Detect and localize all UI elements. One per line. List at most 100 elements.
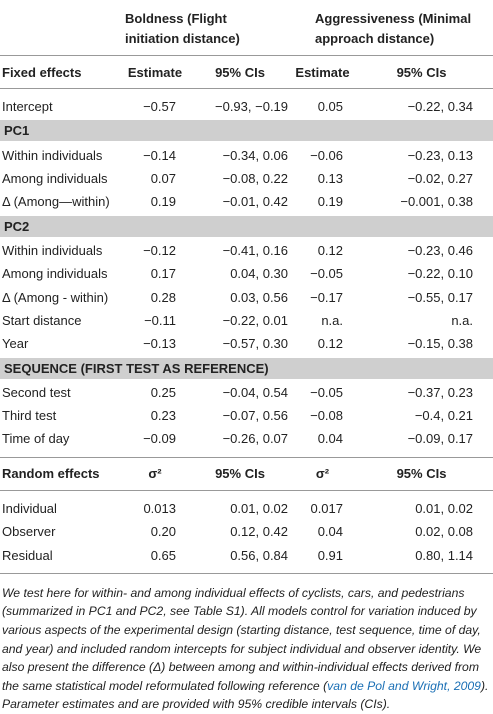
results-table: Boldness (Flight initiation distance) Ag…: [0, 0, 493, 574]
cell-value: −0.001, 0.38: [400, 194, 474, 210]
cell-value: −0.08, 0.22: [222, 170, 289, 186]
cell-value: −0.09, 0.17: [350, 427, 493, 458]
cell-value: −0.06: [310, 147, 344, 163]
group-title: Boldness (Flight initiation distance): [125, 11, 240, 46]
cell-value: 0.12: [317, 242, 344, 258]
cell-value: −0.05: [310, 266, 344, 282]
column-label: 95% CIs: [185, 456, 296, 491]
cell-value: 0.12, 0.42: [230, 524, 289, 540]
cell-value: 0.07: [150, 170, 176, 186]
column-label: 95% CIs: [185, 55, 296, 89]
column-label: Fixed effects: [0, 55, 125, 89]
data-row: Time of day −0.09 −0.26, 0.07 0.04 −0.09, 0.…: [0, 427, 493, 458]
data-row: Residual 0.65 0.56, 0.84 0.91 0.80, 1.14: [0, 543, 493, 574]
data-row: Within individuals −0.14 −0.34, 0.06 −0.06 −…: [0, 142, 493, 166]
cell-value: −0.22, 0.10: [407, 266, 474, 282]
reference-link[interactable]: van de Pol and Wright, 2009: [327, 678, 481, 693]
cell-value: n.a.: [321, 312, 344, 328]
cell-value: −0.02, 0.27: [407, 170, 474, 186]
row-label: Within individuals: [2, 242, 103, 258]
data-row: Among individuals 0.17 0.04, 0.30 −0.05 −0.2…: [0, 262, 493, 285]
data-row: Individual 0.013 0.01, 0.02 0.017 0.01, 0.02: [0, 490, 493, 520]
section-label: PC1: [0, 118, 493, 144]
cell-value: 0.65: [125, 543, 185, 574]
cell-value: 0.20: [150, 524, 176, 540]
row-label: Among individuals: [2, 266, 108, 282]
cell-value: −0.57, 0.30: [222, 336, 289, 352]
cell-value: 0.02, 0.08: [415, 524, 474, 540]
cell-value: −0.13: [143, 336, 176, 352]
row-label: Among individuals: [2, 170, 108, 186]
cell-value: 0.80, 1.14: [350, 543, 493, 574]
row-label: Third test: [2, 408, 57, 424]
cell-value: 0.17: [150, 266, 176, 282]
cell-value: 0.04, 0.30: [230, 266, 289, 282]
random-header: Random effects σ² 95% CIs σ² 95% CIs: [0, 456, 493, 491]
footnote-text: We test here for within- and among indiv…: [2, 585, 482, 693]
cell-value: −0.09: [125, 427, 185, 458]
column-label: σ²: [125, 456, 185, 491]
cell-value: −0.11: [144, 312, 176, 328]
cell-value: −0.55, 0.17: [407, 289, 474, 305]
column-label: Random effects: [0, 456, 125, 491]
data-row: Third test 0.23 −0.07, 0.56 −0.08 −0.4, 0.21: [0, 404, 493, 427]
cell-value: −0.05: [310, 384, 344, 400]
data-row: Second test 0.25 −0.04, 0.54 −0.05 −0.37, 0.…: [0, 380, 493, 404]
section-row: PC2: [0, 213, 493, 239]
footnote: We test here for within- and among indiv…: [2, 584, 491, 714]
cell-value: 0.017: [310, 500, 344, 516]
section-label: SEQUENCE (FIRST TEST AS REFERENCE): [0, 355, 493, 381]
cell-value: 0.04: [295, 427, 351, 458]
row-label: Δ (Among - within): [2, 289, 109, 305]
data-row: Intercept −0.57 −0.93, −0.19 0.05 −0.22, 0.3…: [0, 89, 493, 120]
group-header: Boldness (Flight initiation distance) Ag…: [0, 0, 493, 56]
cell-value: 0.56, 0.84: [185, 543, 296, 574]
data-row: Start distance −0.11 −0.22, 0.01 n.a. n.a.: [0, 309, 493, 332]
row-label: Intercept: [2, 99, 53, 115]
cell-value: −0.17: [310, 289, 344, 305]
cell-value: n.a.: [451, 312, 474, 328]
cell-value: −0.34, 0.06: [222, 147, 289, 163]
cell-value: −0.57: [143, 99, 176, 115]
section-row: PC1: [0, 118, 493, 144]
column-label: 95% CIs: [350, 456, 493, 491]
cell-value: −0.07, 0.56: [222, 408, 289, 424]
row-label: Individual: [2, 500, 57, 516]
cell-value: −0.15, 0.38: [407, 336, 474, 352]
cell-value: 0.01, 0.02: [415, 500, 474, 516]
data-row: Observer 0.20 0.12, 0.42 0.04 0.02, 0.08: [0, 520, 493, 543]
column-label: σ²: [295, 456, 351, 491]
data-row: Δ (Among - within) 0.28 0.03, 0.56 −0.17 −0.…: [0, 285, 493, 308]
row-label: Within individuals: [2, 147, 103, 163]
cell-value: 0.13: [317, 170, 344, 186]
column-header: Fixed effects Estimate 95% CIs Estimate 95% …: [0, 55, 493, 89]
cell-value: −0.41, 0.16: [222, 242, 289, 258]
data-row: Δ (Among—within) 0.19 −0.01, 0.42 0.19 −0.00…: [0, 190, 493, 214]
data-row: Year −0.13 −0.57, 0.30 0.12 −0.15, 0.38: [0, 332, 493, 356]
data-row: Within individuals −0.12 −0.41, 0.16 0.12 −0…: [0, 238, 493, 262]
row-label: Start distance: [2, 312, 82, 328]
cell-value: −0.14: [143, 147, 176, 163]
cell-value: −0.12: [143, 242, 176, 258]
cell-value: 0.91: [295, 543, 351, 574]
cell-value: −0.22, 0.01: [222, 312, 289, 328]
cell-value: 0.19: [317, 194, 344, 210]
cell-value: −0.26, 0.07: [185, 427, 296, 458]
footnote-text: ). Parameter estimates and are provided …: [2, 678, 489, 712]
cell-value: 0.013: [143, 500, 176, 516]
cell-value: 0.25: [150, 384, 176, 400]
cell-value: 0.19: [150, 194, 176, 210]
column-label: 95% CIs: [350, 55, 493, 89]
row-label: Observer: [2, 524, 56, 540]
cell-value: 0.05: [317, 99, 344, 115]
cell-value: −0.4, 0.21: [414, 408, 474, 424]
row-label: Residual: [0, 543, 125, 574]
section-label: PC2: [0, 213, 493, 239]
column-label: Estimate: [125, 55, 185, 89]
cell-value: −0.22, 0.34: [407, 99, 474, 115]
group-title: Aggressiveness (Minimal approach distanc…: [315, 11, 472, 46]
cell-value: −0.93, −0.19: [215, 99, 289, 115]
cell-value: 0.28: [150, 289, 176, 305]
cell-value: −0.23, 0.13: [407, 147, 474, 163]
